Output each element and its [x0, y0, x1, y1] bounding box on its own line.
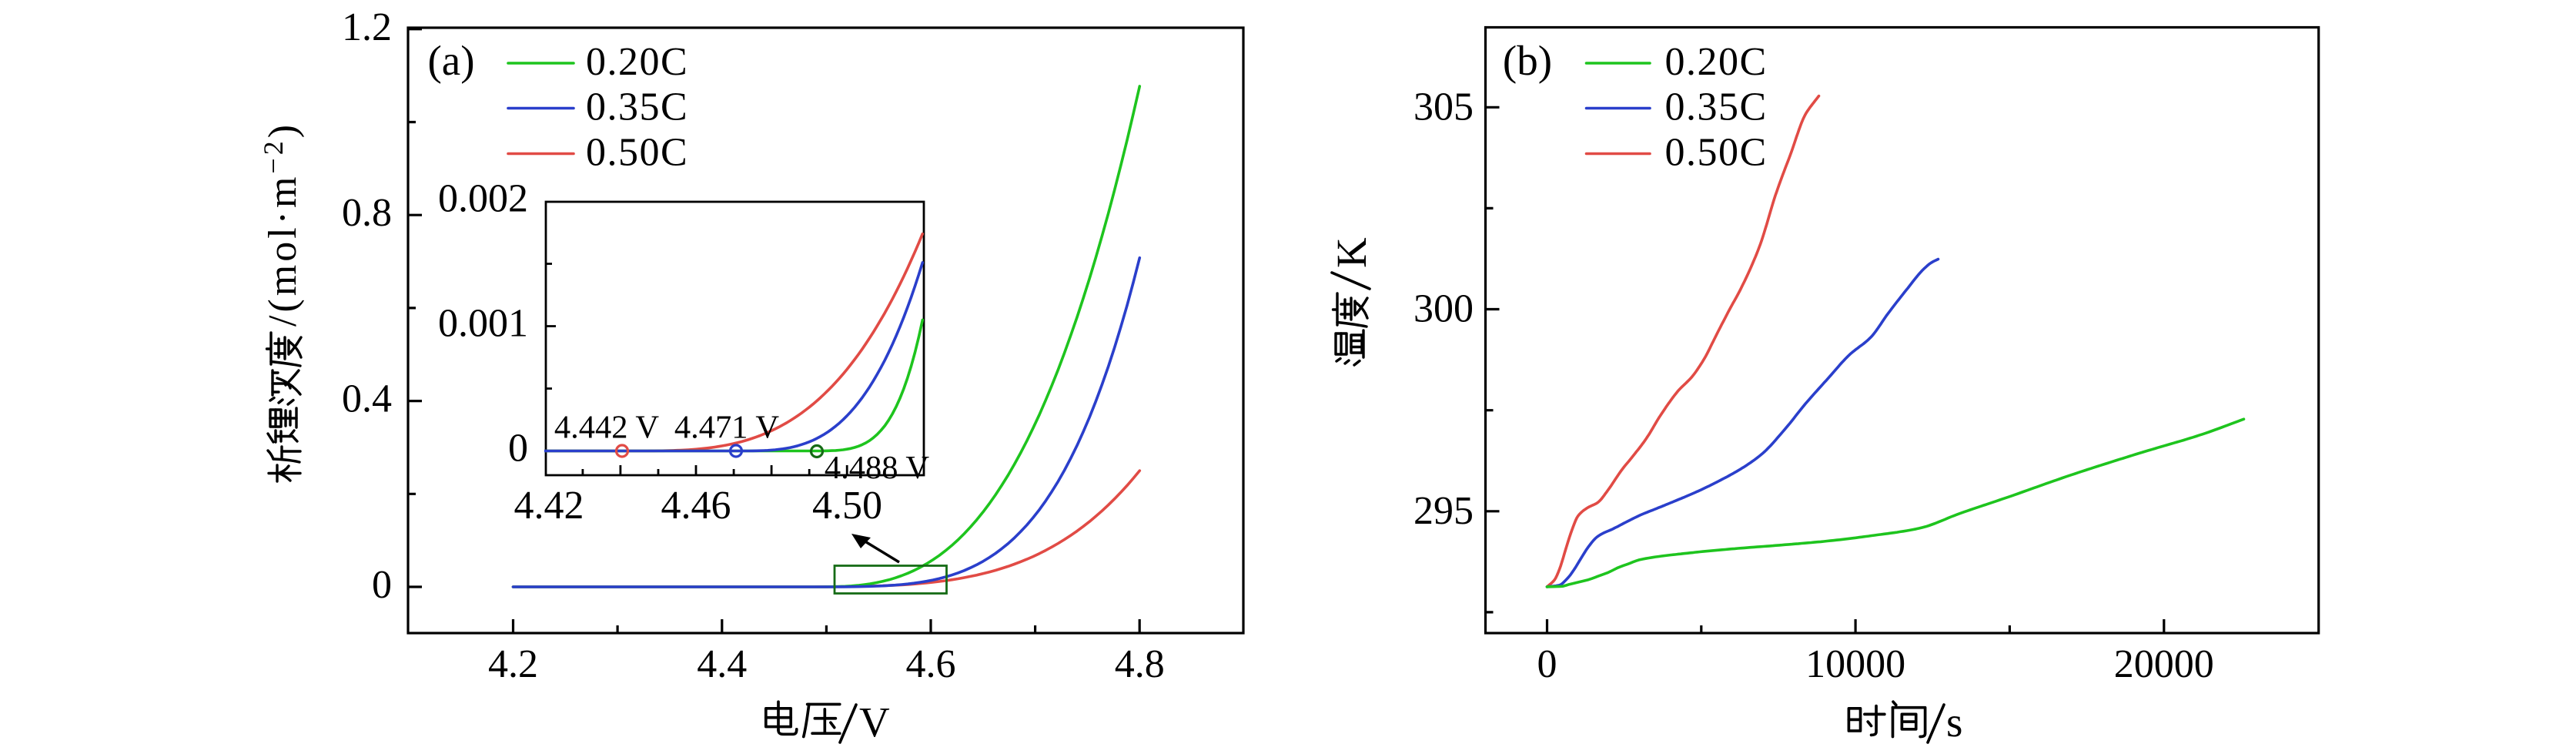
svg-text:/(mol·m−2): /(mol·m−2) — [258, 122, 305, 327]
svg-text:K: K — [1328, 237, 1375, 268]
svg-text:0.8: 0.8 — [342, 191, 392, 235]
svg-text:s: s — [1946, 699, 1962, 746]
svg-text:4.46: 4.46 — [661, 484, 731, 528]
svg-text:0.50C: 0.50C — [586, 131, 688, 175]
svg-text:4.4: 4.4 — [697, 642, 747, 686]
svg-text:0.4: 0.4 — [342, 377, 392, 421]
svg-text:0.002: 0.002 — [438, 177, 528, 221]
svg-text:20000: 20000 — [2114, 642, 2214, 686]
svg-text:1.2: 1.2 — [342, 5, 392, 49]
svg-text:0.001: 0.001 — [438, 302, 528, 346]
svg-text:4.442 V: 4.442 V — [554, 409, 659, 445]
svg-text:0.20C: 0.20C — [1665, 40, 1768, 84]
svg-text:4.50: 4.50 — [812, 484, 882, 528]
svg-text:0: 0 — [372, 563, 392, 607]
svg-text:0.20C: 0.20C — [586, 40, 688, 84]
svg-text:295: 295 — [1413, 489, 1474, 533]
svg-text:4.42: 4.42 — [514, 484, 584, 528]
svg-text:4.488 V: 4.488 V — [825, 450, 929, 486]
svg-text:0: 0 — [1537, 642, 1557, 686]
svg-text:10000: 10000 — [1805, 642, 1905, 686]
svg-text:0.35C: 0.35C — [586, 85, 688, 129]
svg-text:4.471 V: 4.471 V — [674, 409, 779, 445]
svg-text:0: 0 — [508, 427, 528, 471]
svg-text:0.35C: 0.35C — [1665, 85, 1768, 129]
svg-text:(a): (a) — [427, 37, 474, 84]
svg-text:4.8: 4.8 — [1115, 642, 1165, 686]
svg-text:4.6: 4.6 — [906, 642, 956, 686]
svg-text:0.50C: 0.50C — [1665, 131, 1768, 175]
svg-text:300: 300 — [1413, 287, 1474, 331]
svg-text:305: 305 — [1413, 85, 1474, 129]
svg-text:(b): (b) — [1503, 37, 1552, 84]
svg-text:4.2: 4.2 — [488, 642, 538, 686]
svg-text:V: V — [859, 699, 890, 746]
